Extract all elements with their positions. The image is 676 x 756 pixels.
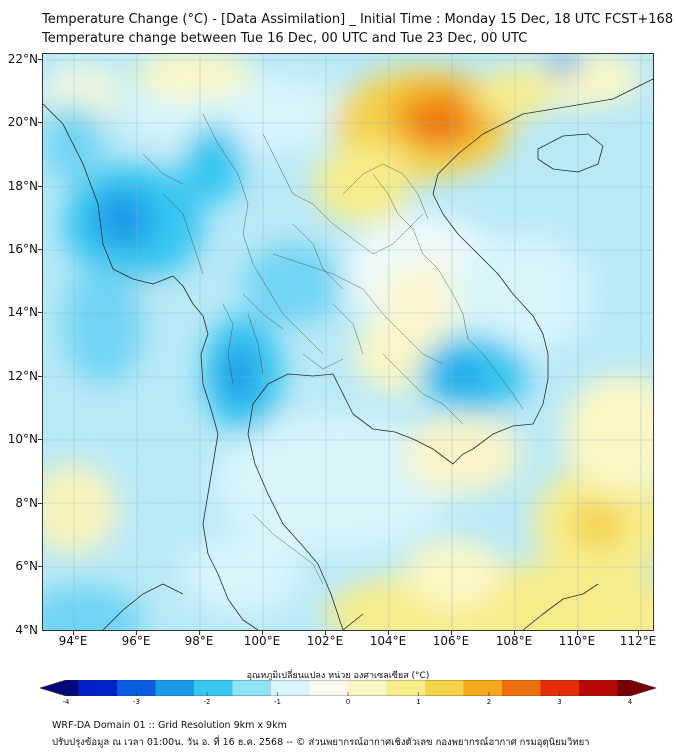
lon-tick	[388, 631, 389, 635]
temperature-change-map[interactable]	[43, 54, 653, 630]
lon-tick	[638, 631, 639, 635]
map-subtitle: Temperature change between Tue 16 Dec, 0…	[42, 31, 528, 46]
lat-label-20n: 20°N	[7, 115, 38, 129]
lon-label-96e: 96°E	[121, 634, 151, 648]
footer-update-info: ปรับปรุงข้อมูล ณ เวลา 01:00น. วัน อ. ที่…	[52, 737, 590, 748]
lat-label-12n: 12°N	[7, 369, 38, 383]
colorbar-tick-label: -3	[133, 698, 140, 706]
lat-label-6n: 6°N	[15, 559, 38, 573]
lon-label-102e: 102°E	[306, 634, 344, 648]
lon-label-110e: 110°E	[558, 634, 596, 648]
lat-lon-grid	[43, 54, 653, 630]
lon-label-94e: 94°E	[58, 634, 88, 648]
colorbar-tick-label: -1	[274, 698, 281, 706]
lat-tick	[38, 59, 42, 60]
colorbar-tick-label: -4	[62, 698, 70, 706]
borneo-coast	[342, 583, 599, 630]
temperature-field	[43, 54, 653, 630]
lat-label-18n: 18°N	[7, 179, 38, 193]
lat-tick	[38, 249, 42, 250]
colorbar-bar	[40, 680, 656, 696]
gulf-of-thailand-coast	[247, 373, 464, 630]
colorbar	[40, 680, 656, 696]
myanmar-west-coast	[43, 103, 219, 575]
colorbar-tick-label: 2	[486, 698, 492, 706]
lat-label-22n: 22°N	[7, 52, 38, 66]
lat-tick	[38, 566, 42, 567]
china-coast	[502, 78, 653, 125]
lon-label-106e: 106°E	[432, 634, 470, 648]
lon-tick	[199, 631, 200, 635]
lon-tick	[73, 631, 74, 635]
lat-tick	[38, 186, 42, 187]
lat-tick	[38, 376, 42, 377]
lat-label-8n: 8°N	[15, 496, 38, 510]
lon-tick	[136, 631, 137, 635]
colorbar-tick-label: 4	[627, 698, 633, 706]
lat-tick	[38, 503, 42, 504]
lat-tick	[38, 122, 42, 123]
peninsula-west-coast	[217, 573, 259, 630]
lon-label-100e: 100°E	[243, 634, 281, 648]
colorbar-tick-label: 0	[345, 698, 351, 706]
colorbar-tick-label: 1	[416, 698, 421, 706]
colorbar-tick-label: 3	[557, 698, 562, 706]
lon-tick	[262, 631, 263, 635]
lon-tick	[577, 631, 578, 635]
lat-tick	[38, 312, 42, 313]
colorbar-tick-label: -2	[203, 698, 211, 706]
lat-label-16n: 16°N	[7, 242, 38, 256]
lon-label-104e: 104°E	[369, 634, 407, 648]
lon-label-108e: 108°E	[495, 634, 533, 648]
lon-tick	[514, 631, 515, 635]
sumatra-coast	[102, 583, 184, 630]
lat-label-10n: 10°N	[7, 432, 38, 446]
colorbar-title: อุณหภูมิเปลี่ยนแปลง หน่วย องศาเซลเซียส (…	[246, 671, 430, 681]
coastlines-and-borders	[43, 78, 653, 630]
colorbar-ticks	[65, 692, 631, 696]
map-title: Temperature Change (°C) - [Data Assimila…	[42, 12, 674, 27]
lon-label-112e: 112°E	[619, 634, 657, 648]
lon-label-98e: 98°E	[184, 634, 214, 648]
lat-label-4n: 4°N	[15, 623, 38, 637]
footer-model-info: WRF-DA Domain 01 :: Grid Resolution 9km …	[52, 720, 287, 731]
lat-label-14n: 14°N	[7, 305, 38, 319]
lon-tick	[325, 631, 326, 635]
hainan-island	[537, 133, 604, 173]
lat-tick	[38, 439, 42, 440]
map-panel[interactable]	[42, 53, 654, 631]
vietnam-south-coast	[432, 123, 549, 455]
lon-tick	[451, 631, 452, 635]
internal-boundaries	[142, 113, 524, 585]
